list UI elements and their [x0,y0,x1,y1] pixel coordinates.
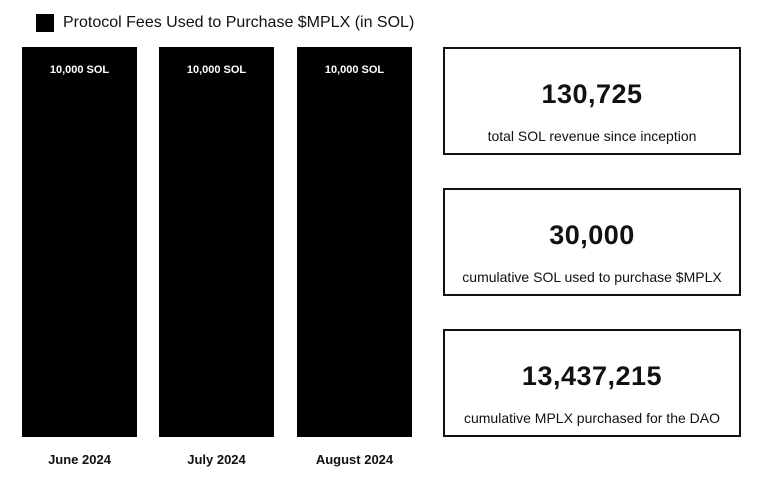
chart-legend: Protocol Fees Used to Purchase $MPLX (in… [36,14,414,32]
legend-swatch [36,14,54,32]
stat-value: 30,000 [549,220,635,250]
stat-value: 13,437,215 [521,361,663,391]
bar-data-label: 10,000 SOL [324,64,385,76]
x-tick-label: June 2024 [48,452,111,467]
stat-caption: cumulative SOL used to purchase $MPLX [462,269,722,285]
stat-card-total-revenue: 130,725 total SOL revenue since inceptio… [443,47,741,155]
stat-card-sol-used: 30,000 cumulative SOL used to purchase $… [443,188,741,296]
bar-data-label: 10,000 SOL [186,64,247,76]
bar-1 [159,47,274,437]
bar-0 [22,47,137,437]
x-tick-label: July 2024 [187,452,246,467]
stat-caption: cumulative MPLX purchased for the DAO [463,410,720,426]
stat-card-mplx-purchased: 13,437,215 cumulative MPLX purchased for… [443,329,741,437]
stat-caption: total SOL revenue since inception [487,128,697,144]
stat-value: 130,725 [541,79,643,109]
bar-2 [297,47,412,437]
legend-label: Protocol Fees Used to Purchase $MPLX (in… [63,14,415,31]
x-tick-label: August 2024 [315,452,394,467]
bar-chart: 10,000 SOL June 2024 10,000 SOL July 2024 10… [22,47,412,467]
bar-data-label: 10,000 SOL [49,64,110,76]
